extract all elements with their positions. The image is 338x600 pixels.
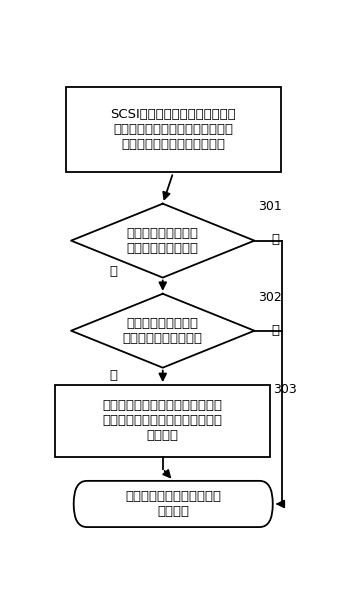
Text: 判断该硬盘设备是否
正在进行永久下电处理: 判断该硬盘设备是否 正在进行永久下电处理: [123, 317, 203, 345]
Text: 向硬盘控制单元发送针对上述硬盘
设备的下电命令，切断对该硬盘设
备的供电: 向硬盘控制单元发送针对上述硬盘 设备的下电命令，切断对该硬盘设 备的供电: [103, 400, 223, 442]
Text: 301: 301: [258, 200, 282, 213]
Text: 判断该硬盘设备是否
在存储系统的拓扑中: 判断该硬盘设备是否 在存储系统的拓扑中: [127, 227, 199, 254]
Text: 303: 303: [273, 383, 296, 397]
Bar: [55, 385, 270, 457]
Text: 否: 否: [109, 368, 117, 382]
Text: 302: 302: [258, 291, 282, 304]
Bar: [66, 87, 281, 172]
Text: SCSI驱动程序收到硬盘设备发送
的感测数据，且该感测数据表明该
硬盘设备发生无法恢复的异常: SCSI驱动程序收到硬盘设备发送 的感测数据，且该感测数据表明该 硬盘设备发生无…: [110, 108, 236, 151]
Text: 结束对当前感测数据的容错
处理流程: 结束对当前感测数据的容错 处理流程: [125, 490, 221, 518]
Text: 是: 是: [271, 324, 280, 337]
Text: 否: 否: [271, 233, 280, 246]
FancyBboxPatch shape: [74, 481, 273, 527]
Text: 是: 是: [109, 265, 117, 278]
